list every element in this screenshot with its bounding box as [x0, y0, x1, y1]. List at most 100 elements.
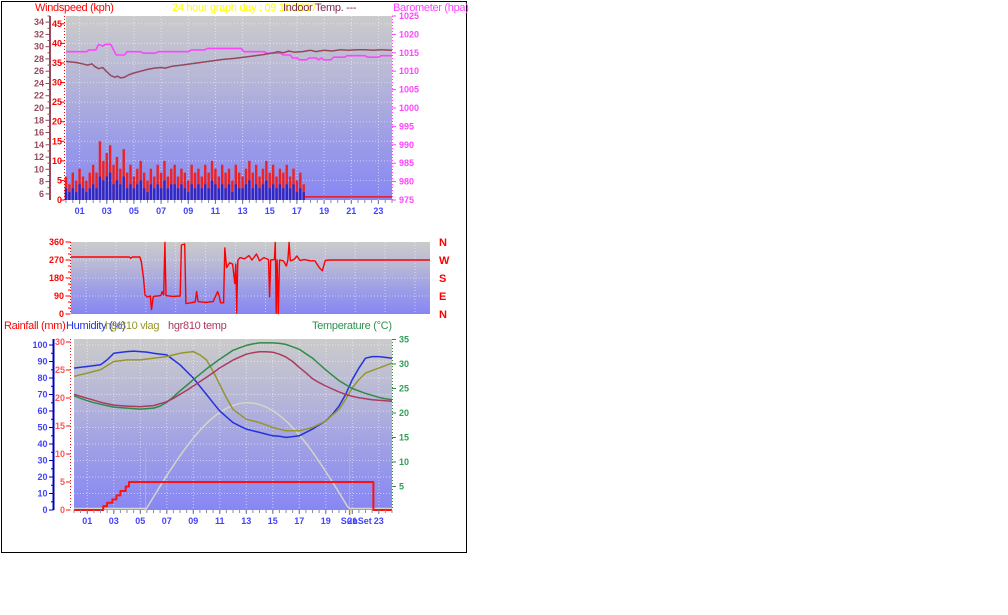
- hgr810-temp-line: [73, 350, 393, 408]
- tick-label: 35: [399, 334, 409, 344]
- tick-label: 90: [37, 357, 47, 367]
- tick-label: 50: [37, 423, 47, 433]
- tick-label: 1025: [399, 11, 419, 21]
- tick-label: 10: [55, 449, 65, 459]
- tick-label: 995: [399, 121, 414, 131]
- barometer-axis-title: Barometer (hpa): [393, 2, 469, 14]
- tick-label: 100: [32, 340, 47, 350]
- tick-label: 03: [102, 206, 112, 216]
- tick-label: 21: [346, 206, 356, 216]
- hgr810-vlag-title: hgr810 vlag: [105, 320, 160, 332]
- tick-label: 5: [60, 477, 65, 487]
- hgr810-humidity-line: [73, 350, 393, 432]
- tick-label: 18: [34, 115, 44, 125]
- temperature-axis-title: Temperature (°C): [312, 320, 392, 332]
- tick-label: 1020: [399, 29, 419, 39]
- humidity-line: [73, 350, 393, 439]
- tick-label: 09: [183, 206, 193, 216]
- graphs-canvas: 6810121416182022242628303234051015202530…: [32, 11, 450, 526]
- sunset-label: SunSet: [341, 516, 372, 526]
- tick-label: 0: [42, 505, 47, 515]
- tick-label: 10: [34, 164, 44, 174]
- tick-label: 45: [52, 19, 62, 29]
- tick-label: 6: [39, 189, 44, 199]
- tick-label: 5: [399, 481, 404, 491]
- wind-direction-chart-background: [71, 242, 430, 314]
- tick-label: 30: [52, 78, 62, 88]
- tick-label: 23: [373, 206, 383, 216]
- temperature-line: [73, 342, 393, 410]
- tick-label: 40: [37, 439, 47, 449]
- rain-humidity-temperature-chart: 0102030405060708090100051015202530510152…: [32, 334, 409, 526]
- sun-elevation-curve: [74, 402, 392, 511]
- tick-label: 01: [75, 206, 85, 216]
- tick-label: 34: [34, 17, 44, 27]
- rainfall-axis-title: Rainfall (mm): [4, 320, 66, 332]
- tick-label: 30: [399, 359, 409, 369]
- tick-label: 25: [55, 365, 65, 375]
- tick-label: 13: [238, 206, 248, 216]
- tick-label: 26: [34, 66, 44, 76]
- tick-label: 22: [34, 91, 44, 101]
- tick-label: 05: [129, 206, 139, 216]
- indoor-temp-title: Indoor Temp. ---: [283, 2, 357, 14]
- tick-label: 1015: [399, 48, 419, 58]
- tick-label: 20: [399, 408, 409, 418]
- tick-label: 25: [52, 97, 62, 107]
- tick-label: 15: [52, 136, 62, 146]
- tick-label: 07: [162, 516, 172, 526]
- tick-label: 10: [37, 489, 47, 499]
- tick-label: 12: [34, 152, 44, 162]
- rainfall-step-line: [74, 481, 392, 511]
- tick-label: 30: [37, 456, 47, 466]
- windspeed-barometer-chart: 6810121416182022242628303234051015202530…: [34, 11, 419, 216]
- tick-label: 14: [34, 140, 44, 150]
- tick-label: 1000: [399, 103, 419, 113]
- tick-label: 19: [321, 516, 331, 526]
- tick-label: 80: [37, 373, 47, 383]
- compass-label: E: [439, 291, 446, 303]
- 24-hour-graph-panel: Windspeed (kph) 24 hour graph day : 09 1…: [1, 1, 469, 553]
- tick-label: 10: [52, 156, 62, 166]
- tick-label: 10: [399, 457, 409, 467]
- graph-title: 24 hour graph day : 09 10 2017: [172, 2, 317, 14]
- wind-gust-and-average-bars: [64, 141, 305, 200]
- tick-label: 17: [294, 516, 304, 526]
- tick-label: 20: [52, 117, 62, 127]
- tick-label: 20: [34, 103, 44, 113]
- tick-label: 1005: [399, 85, 419, 95]
- tick-label: 24: [34, 78, 44, 88]
- tick-label: 90: [54, 291, 64, 301]
- tick-label: 11: [215, 516, 225, 526]
- tick-label: 07: [156, 206, 166, 216]
- tick-label: 17: [292, 206, 302, 216]
- barometer-line: [66, 43, 392, 61]
- tick-label: 20: [55, 393, 65, 403]
- tick-label: 0: [57, 195, 62, 205]
- tick-label: 32: [34, 29, 44, 39]
- windspeed-axis-title: Windspeed (kph): [35, 2, 114, 14]
- tick-label: 40: [52, 38, 62, 48]
- tick-label: 975: [399, 195, 414, 205]
- tick-label: 0: [59, 309, 64, 319]
- tick-label: 03: [109, 516, 119, 526]
- tick-label: 19: [319, 206, 329, 216]
- hgr810-temp-title: hgr810 temp: [168, 320, 227, 332]
- tick-label: 16: [34, 128, 44, 138]
- tick-label: 5: [57, 175, 62, 185]
- tick-label: 980: [399, 177, 414, 187]
- tick-label: 990: [399, 140, 414, 150]
- tick-label: 15: [265, 206, 275, 216]
- tick-label: 35: [52, 58, 62, 68]
- rain-humidity-temperature-chart-background: [74, 339, 392, 510]
- humidity-axis-title: Humidity (%): [66, 320, 126, 332]
- indoor-temp-line: [65, 48, 393, 79]
- tick-label: 360: [49, 237, 64, 247]
- compass-label: S: [439, 273, 446, 285]
- tick-label: 23: [374, 516, 384, 526]
- tick-label: 270: [49, 255, 64, 265]
- tick-label: 1010: [399, 66, 419, 76]
- tick-label: 11: [211, 206, 221, 216]
